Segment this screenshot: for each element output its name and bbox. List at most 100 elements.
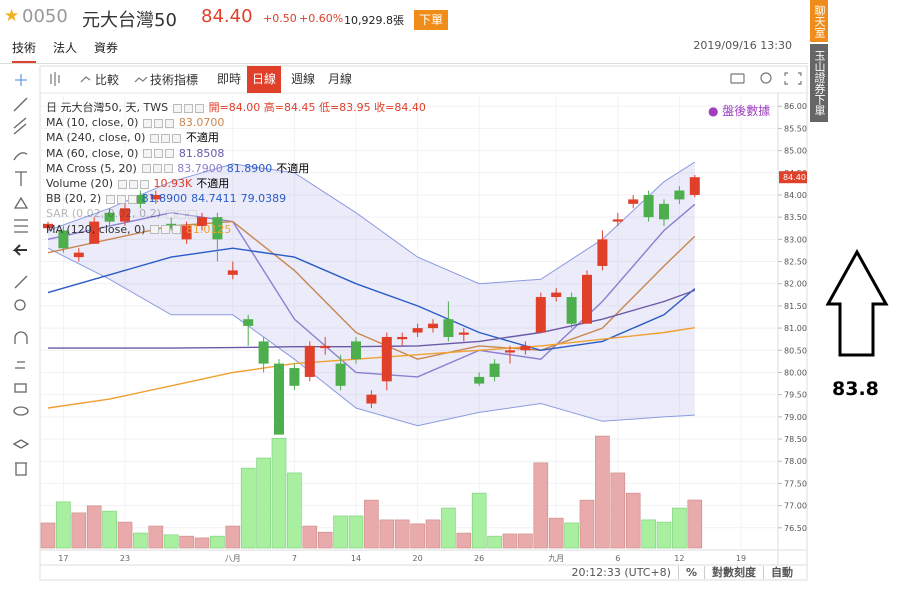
interval-button[interactable]: 即時 [217,72,242,86]
after-hours: ● 盤後數據 [708,104,771,118]
legend-icon[interactable] [165,209,175,219]
interval-button[interactable]: 月線 [328,72,353,86]
y-tick-label: 78.50 [784,435,807,444]
candle-body [366,394,377,404]
lock-icon[interactable] [14,383,27,393]
legend-icon[interactable] [118,179,127,189]
back-icon[interactable] [12,244,27,256]
legend-icon[interactable] [106,194,116,204]
after-hours-label: 盤後數據 [722,104,771,118]
legend-icon[interactable] [150,133,160,143]
lock-draw-icon[interactable] [15,361,25,369]
favorite-star[interactable]: ★ [4,6,20,26]
eye-icon[interactable] [13,406,29,416]
x-tick-label: 12 [674,554,684,563]
x-tick-label: 17 [58,554,68,563]
compare-button[interactable]: 比較 [95,73,120,87]
ruler-icon[interactable] [14,275,28,289]
legend-icon[interactable] [165,149,175,159]
legend-icon[interactable] [195,103,205,113]
volume-bar [471,492,487,549]
legend-icon[interactable] [163,164,173,174]
fullscreen-icon[interactable] [784,72,802,85]
status-percent[interactable]: % [677,566,704,579]
legend-icon[interactable] [187,209,197,219]
last-price-box [779,171,807,184]
candle-body [612,219,623,222]
legend-icon[interactable] [117,194,127,204]
volume-bar [364,499,379,549]
volume-bar [441,507,456,549]
legend-text: MA (60, close, 0) [46,146,139,160]
legend-icon[interactable] [141,164,151,174]
layers-icon[interactable] [12,439,30,449]
legend-icon[interactable] [128,194,138,204]
tab[interactable]: 資券 [94,41,119,55]
volume-bar [271,437,287,549]
legend-icon[interactable] [161,133,171,143]
legend-icon[interactable] [152,164,162,174]
snapshot-icon[interactable] [730,73,745,84]
trash-icon[interactable] [15,462,27,476]
y-tick-label: 79.00 [784,413,807,422]
y-tick-label: 86.00 [784,102,807,111]
candle-body [628,199,639,204]
volume-bar [502,533,518,549]
legend-icon[interactable] [172,133,182,143]
channel-icon[interactable] [13,117,27,135]
broker-order-button[interactable]: 玉山證券下單 [810,44,828,122]
legend-text: 開=84.00 高=84.45 低=83.95 收=84.40 [208,101,426,114]
interval-button[interactable]: 週線 [291,72,316,86]
tab[interactable]: 法人 [53,41,78,55]
legend-icon[interactable] [173,103,183,113]
volume-bar [579,499,595,549]
brush-icon[interactable] [13,152,28,161]
legend-icon[interactable] [184,103,194,113]
volume-bar [179,535,194,549]
y-tick-label: 82.50 [784,258,807,267]
legend-icon[interactable] [150,225,160,235]
text-icon[interactable] [15,171,27,186]
legend-icon[interactable] [161,225,171,235]
legend-icon[interactable] [172,225,182,235]
crosshair-icon[interactable] [15,74,27,86]
interval-button[interactable]: 日線 [247,66,282,93]
candle-style-icon[interactable] [50,72,60,86]
compare-icon[interactable] [80,76,91,83]
fib-icon[interactable] [14,219,28,233]
legend-text: 81.8508 [178,146,225,160]
order-button[interactable]: 下單 [414,10,448,30]
legend-text: BB (20, 2) [46,192,102,206]
legend-icon[interactable] [154,149,164,159]
legend-icon[interactable] [140,179,149,189]
chat-button[interactable]: 聊天室 [810,0,828,42]
volume-bar [71,512,87,549]
pattern-icon[interactable] [13,196,29,209]
volume-bar [86,505,102,549]
legend-text: MA (10, close, 0) [46,116,139,130]
x-tick-label: 26 [474,554,484,563]
volume-bar [410,523,425,549]
status-log[interactable]: 對數刻度 [704,566,763,579]
y-tick-label: 81.00 [784,324,807,333]
indicators-button[interactable]: 技術指標 [150,73,199,87]
tab[interactable]: 技術 [12,39,37,63]
indicator-icon[interactable] [134,76,148,83]
candle-body [397,336,408,340]
legend-icon[interactable] [176,209,186,219]
line-icon[interactable] [13,97,28,112]
zoom-icon[interactable] [14,299,26,311]
legend-icon[interactable] [143,149,153,159]
magnet-icon[interactable] [14,331,28,344]
legend-icon[interactable] [143,118,153,128]
legend-row: MA (120, close, 0) 81.0125 [46,222,430,237]
legend-icon[interactable] [129,179,138,189]
legend-text: 83.0700 [178,116,225,130]
candle-body [289,368,300,386]
status-auto[interactable]: 自動 [763,566,800,579]
y-tick-label: 85.00 [784,147,807,156]
legend-row: MA (240, close, 0) 不適用 [46,130,430,145]
legend-icon[interactable] [154,118,164,128]
settings-icon[interactable] [760,72,772,84]
legend-icon[interactable] [165,118,175,128]
